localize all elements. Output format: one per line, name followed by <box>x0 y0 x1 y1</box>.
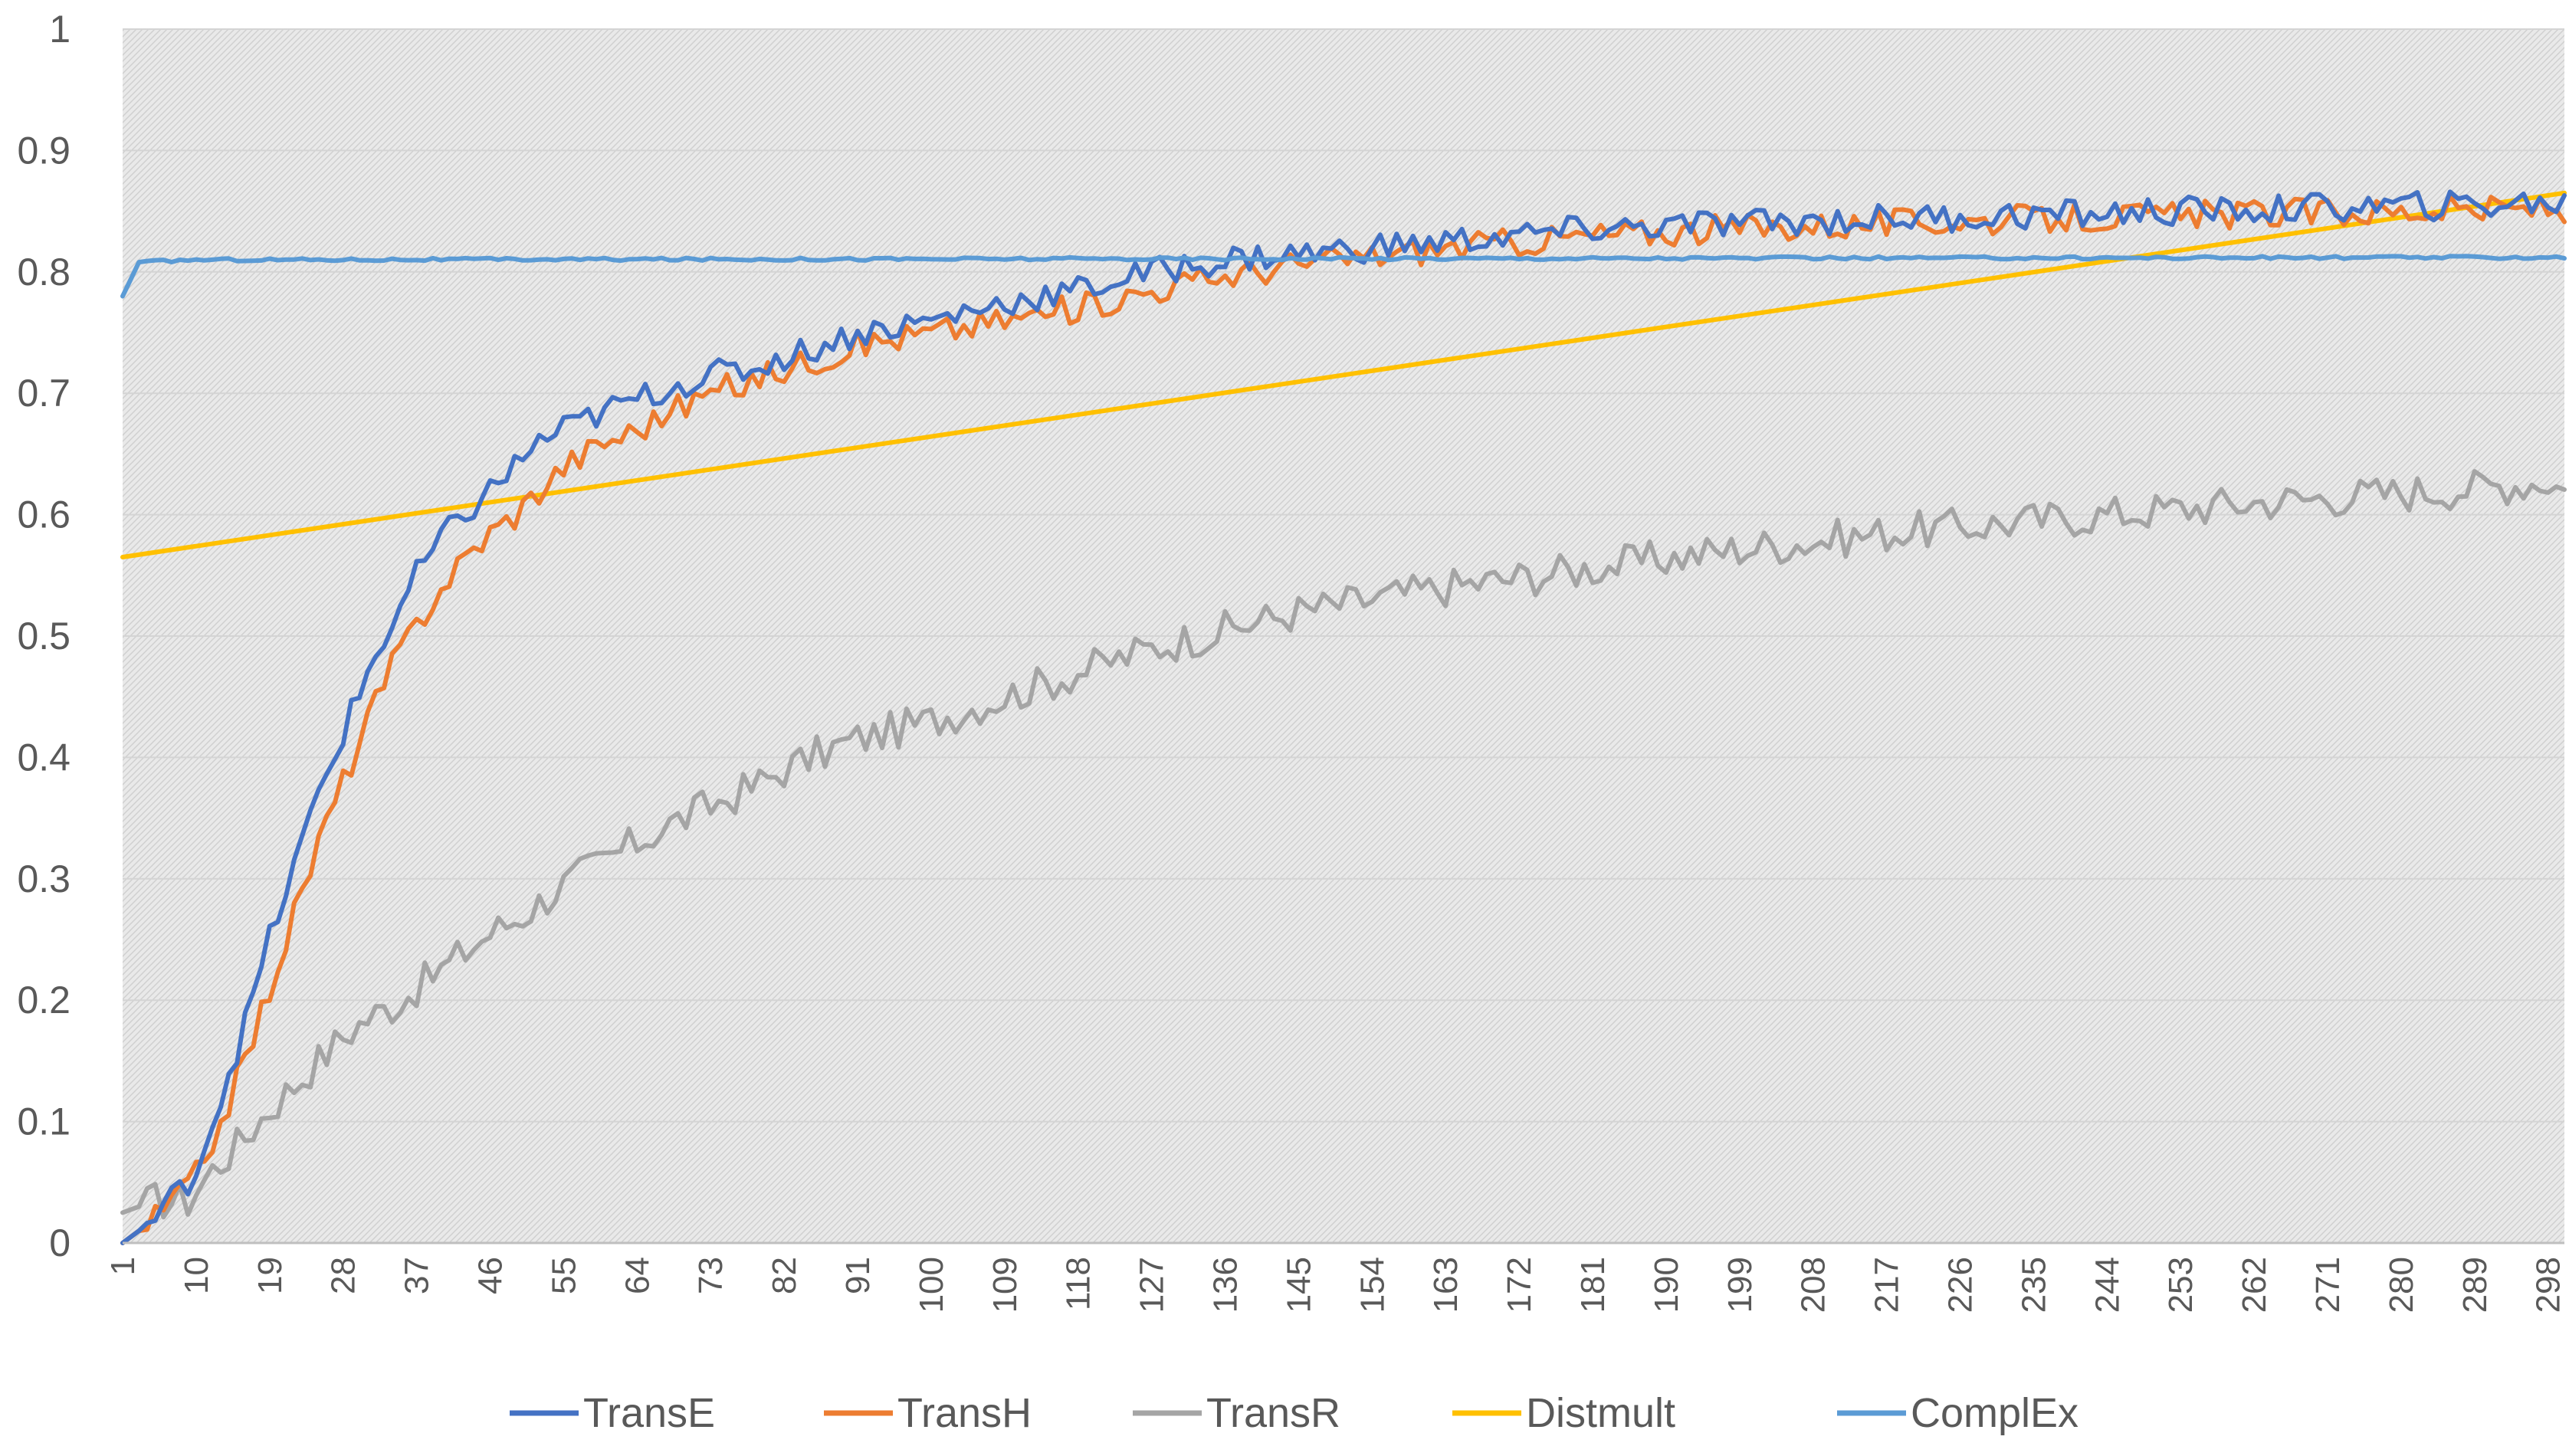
x-tick-label: 298 <box>2530 1257 2567 1313</box>
y-tick-label: 0.1 <box>17 1100 71 1143</box>
x-tick-label: 199 <box>1721 1257 1759 1313</box>
legend-label: TransH <box>897 1390 1032 1436</box>
x-tick-label: 109 <box>986 1257 1024 1313</box>
y-tick-label: 0.7 <box>17 372 71 415</box>
x-tick-label: 46 <box>471 1257 509 1294</box>
x-tick-label: 10 <box>178 1257 215 1294</box>
x-tick-label: 64 <box>618 1257 656 1294</box>
gridlines <box>123 28 2564 1123</box>
x-tick-label: 280 <box>2383 1257 2420 1313</box>
y-tick-label: 0.6 <box>17 494 71 536</box>
x-tick-label: 208 <box>1795 1257 1832 1313</box>
x-tick-label: 1 <box>104 1257 142 1275</box>
y-tick-label: 1 <box>49 8 71 51</box>
y-tick-label: 0.8 <box>17 251 71 293</box>
legend-label: TransE <box>583 1390 715 1436</box>
x-tick-label: 262 <box>2236 1257 2273 1313</box>
x-tick-label: 190 <box>1648 1257 1685 1313</box>
x-tick-label: 172 <box>1501 1257 1538 1313</box>
legend-label: Distmult <box>1526 1390 1675 1436</box>
x-tick-label: 145 <box>1280 1257 1317 1313</box>
series-line-complex <box>120 254 2567 299</box>
series-line-transe <box>120 189 2567 1245</box>
legend-label: ComplEx <box>1911 1390 2078 1436</box>
series-lines <box>120 189 2567 1245</box>
x-tick-label: 181 <box>1574 1257 1612 1313</box>
legend: TransE TransH TransR Distmult ComplEx <box>510 1390 2078 1436</box>
x-tick-label: 91 <box>839 1257 877 1294</box>
x-tick-label: 136 <box>1206 1257 1244 1313</box>
x-tick-label: 226 <box>1941 1257 1979 1313</box>
x-tick-label: 253 <box>2162 1257 2200 1313</box>
x-tick-label: 82 <box>766 1257 803 1294</box>
legend-label: TransR <box>1206 1390 1340 1436</box>
y-tick-label: 0.2 <box>17 979 71 1021</box>
y-tick-label: 0.9 <box>17 129 71 172</box>
x-tick-label: 154 <box>1353 1257 1391 1313</box>
x-tick-label: 163 <box>1427 1257 1465 1313</box>
x-tick-label: 118 <box>1060 1257 1097 1310</box>
x-tick-label: 289 <box>2456 1257 2494 1313</box>
x-tick-label: 55 <box>545 1257 582 1294</box>
x-tick-label: 217 <box>1869 1257 1906 1313</box>
x-tick-label: 100 <box>913 1257 950 1313</box>
x-tick-label: 244 <box>2088 1257 2126 1313</box>
y-tick-label: 0.3 <box>17 858 71 900</box>
x-axis-tick-labels: 1 10 19 28 37 46 55 64 73 82 91 100 109 118 127 136 145 1… <box>104 1257 2567 1313</box>
series-line-transr <box>120 469 2567 1220</box>
y-tick-label: 0 <box>49 1222 71 1264</box>
x-tick-label: 37 <box>399 1257 436 1294</box>
x-tick-label: 271 <box>2309 1257 2347 1313</box>
y-tick-label: 0.4 <box>17 736 71 779</box>
x-tick-label: 19 <box>251 1257 289 1294</box>
x-tick-label: 235 <box>2015 1257 2052 1313</box>
y-axis-tick-labels: 0 0.1 0.2 0.3 0.4 0.5 0.6 0.7 0.8 0.9 1 <box>17 8 71 1264</box>
y-tick-label: 0.5 <box>17 615 71 657</box>
x-tick-label: 28 <box>325 1257 363 1294</box>
x-tick-label: 127 <box>1134 1257 1171 1313</box>
x-tick-label: 73 <box>692 1257 730 1294</box>
